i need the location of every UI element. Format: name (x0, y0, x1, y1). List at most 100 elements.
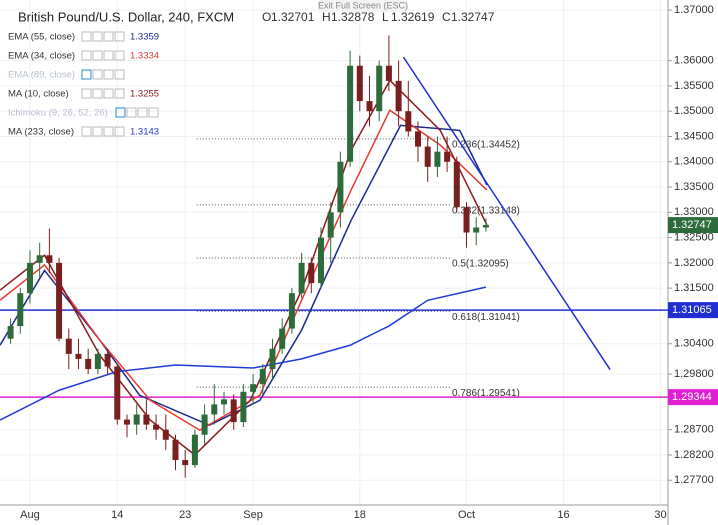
y-tick-label: 1.32500 (674, 231, 714, 243)
x-tick-label: 30 (654, 509, 666, 521)
indicator-value: 1.3359 (130, 32, 159, 43)
tooltip: Exit Full Screen (ESC) (318, 0, 408, 10)
price-box (668, 389, 718, 406)
x-tick-label: Aug (20, 509, 40, 521)
ohlc-label: L (382, 10, 389, 24)
price-box-label: 1.32747 (672, 219, 712, 231)
ohlc-value: 1.32747 (451, 10, 495, 24)
candle-body (395, 80, 402, 112)
price-box (668, 302, 718, 319)
candle-body (85, 358, 92, 370)
candle-body (347, 65, 354, 162)
indicator-icon (92, 50, 103, 61)
indicator-icon (137, 107, 148, 118)
candle-body (434, 151, 441, 167)
indicator-icon (148, 107, 159, 118)
indicator-value: 1.3143 (130, 127, 159, 138)
candle-body (308, 262, 315, 284)
ohlc-value: 1.32878 (331, 10, 375, 24)
candle-body (269, 348, 276, 370)
candle-body (123, 419, 130, 425)
candle-body (182, 460, 189, 466)
candle-body (75, 353, 82, 359)
candle-body (36, 255, 43, 263)
candle-body (17, 293, 24, 327)
candle-body (453, 161, 460, 208)
indicator-line (0, 286, 487, 421)
y-tick-label: 1.36000 (674, 55, 714, 67)
y-tick-label: 1.33500 (674, 181, 714, 193)
indicator-icon (115, 107, 126, 118)
candle-body (405, 111, 412, 132)
fib-label: 0.618(1.31041) (452, 312, 520, 323)
candle-body (327, 212, 334, 238)
candle-body (211, 404, 218, 415)
price-box-label: 1.29344 (672, 391, 712, 403)
ohlc-value: 1.32701 (271, 10, 315, 24)
indicator-icon (114, 50, 125, 61)
fib-label: 0.5(1.32095) (452, 259, 509, 270)
y-tick-label: 1.27700 (674, 474, 714, 486)
indicator-line (0, 79, 488, 456)
candle-body (94, 353, 101, 370)
fib-label: 0.786(1.29541) (452, 388, 520, 399)
y-tick-label: 1.35500 (674, 80, 714, 92)
y-tick-label: 1.35000 (674, 105, 714, 117)
candle-body (337, 161, 344, 213)
x-tick-label: 23 (179, 509, 191, 521)
candle-body (298, 262, 305, 294)
ohlc-value: 1.32619 (391, 10, 435, 24)
x-tick-label: Oct (458, 509, 475, 521)
y-tick-label: 1.28200 (674, 449, 714, 461)
x-tick-label: 14 (111, 509, 123, 521)
candle-body (46, 255, 53, 263)
indicator-name: MA (233, close) (8, 127, 74, 138)
x-tick-label: Sep (243, 509, 263, 521)
candle-body (376, 65, 383, 112)
fib-label: 0.382(1.33148) (452, 205, 520, 216)
indicator-icon (114, 69, 125, 80)
candle-body (7, 326, 14, 339)
trendline (402, 56, 611, 370)
indicator-name: EMA (55, close) (8, 32, 75, 43)
candle-body (114, 366, 121, 420)
indicator-icon (103, 88, 114, 99)
indicator-icon (114, 126, 125, 137)
candle-body (463, 207, 470, 233)
indicator-icon (114, 88, 125, 99)
indicator-icon (81, 126, 92, 137)
candle-body (230, 399, 237, 423)
fib-label: 0.236(1.34452) (452, 140, 520, 151)
candle-body (220, 399, 227, 405)
candle-body (385, 65, 392, 81)
indicator-icon (103, 126, 114, 137)
indicator-icon (103, 50, 114, 61)
indicator-icon (92, 69, 103, 80)
y-tick-label: 1.31500 (674, 282, 714, 294)
candle-body (366, 101, 373, 112)
x-tick-label: 16 (557, 509, 569, 521)
indicator-icon (92, 126, 103, 137)
candle-body (318, 237, 325, 284)
indicator-icon (92, 88, 103, 99)
candle-body (279, 328, 286, 349)
candle-body (133, 414, 140, 425)
price-box (668, 217, 718, 234)
indicator-name: Ichimoku (9, 26, 52, 26) (8, 108, 108, 119)
candle-body (56, 262, 63, 339)
indicator-icon (103, 69, 114, 80)
indicator-icon (81, 69, 92, 80)
y-tick-label: 1.32000 (674, 257, 714, 269)
candle-body (444, 151, 451, 162)
y-tick-label: 1.33000 (674, 206, 714, 218)
candle-body (288, 293, 295, 329)
candle-body (424, 146, 431, 167)
candle-body (259, 369, 266, 385)
indicator-icon (103, 31, 114, 42)
candle-body (65, 338, 72, 354)
y-tick-label: 1.34500 (674, 130, 714, 142)
y-tick-label: 1.28700 (674, 424, 714, 436)
candle-body (143, 414, 150, 425)
candle-body (104, 353, 111, 367)
